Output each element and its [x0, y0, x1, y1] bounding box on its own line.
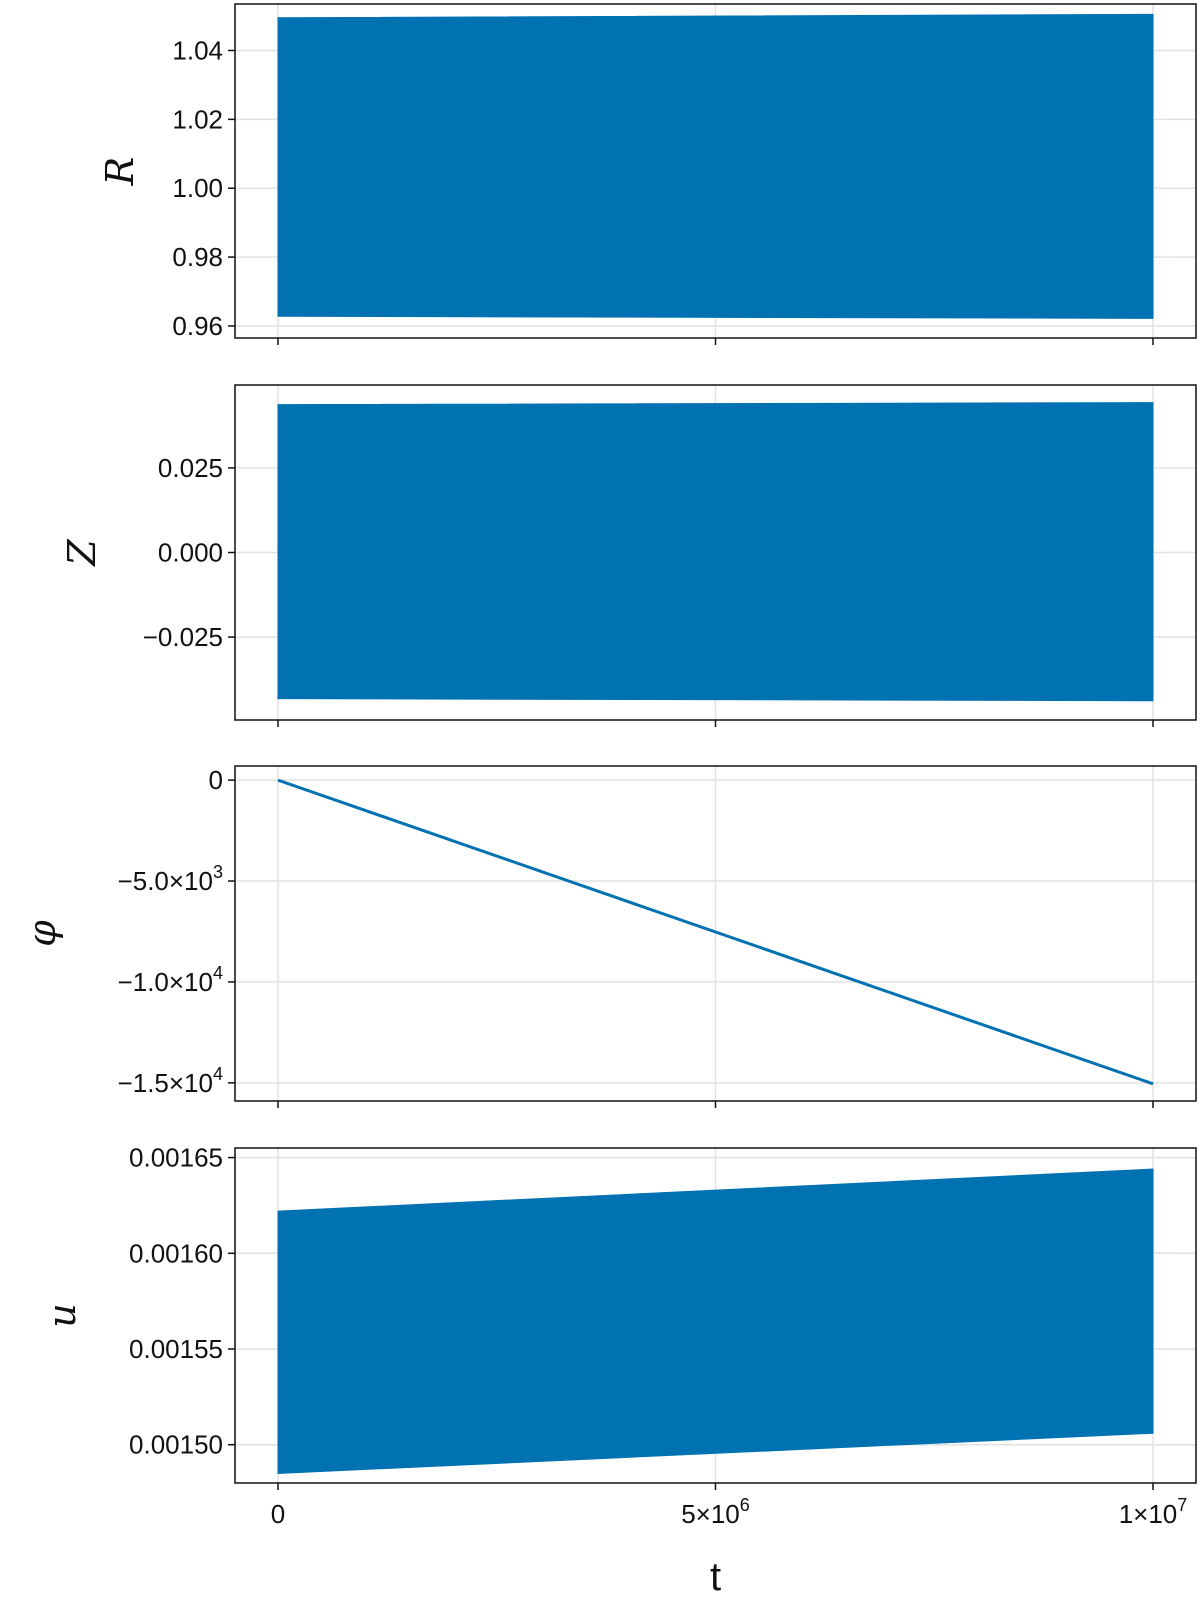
y-tick-label: 1.02 [172, 104, 223, 134]
x-tick-label: 5×106 [681, 1495, 750, 1529]
y-tick-label: 0.96 [172, 311, 223, 341]
y-tick-label: 0.00165 [129, 1143, 223, 1173]
series-band [278, 1169, 1153, 1473]
y-tick-label: 0.025 [158, 453, 223, 483]
y-tick-label: −0.025 [143, 622, 223, 652]
x-tick-label: 1×107 [1119, 1495, 1188, 1529]
y-tick-label: 0.00160 [129, 1238, 223, 1268]
y-tick-label: 1.04 [172, 35, 223, 65]
series-band [278, 403, 1153, 701]
y-tick-label: −1.5×104 [118, 1064, 223, 1098]
y-tick-label: 0 [209, 765, 223, 795]
y-axis-label: Z [60, 539, 104, 567]
y-tick-label: 1.00 [172, 173, 223, 203]
y-axis-label: R [98, 157, 142, 187]
y-tick-label: 0.000 [158, 538, 223, 568]
y-tick-label: 0.00150 [129, 1430, 223, 1460]
y-tick-label: 0.00155 [129, 1334, 223, 1364]
x-axis-label: t [710, 1555, 721, 1599]
series-band [278, 14, 1153, 318]
x-tick-label: 0 [271, 1499, 285, 1529]
y-tick-label: −1.0×104 [118, 963, 223, 997]
y-tick-label: 0.98 [172, 242, 223, 272]
y-axis-label: u [40, 1303, 84, 1327]
y-tick-label: −5.0×103 [118, 862, 223, 896]
y-axis-label: φ [20, 920, 64, 947]
